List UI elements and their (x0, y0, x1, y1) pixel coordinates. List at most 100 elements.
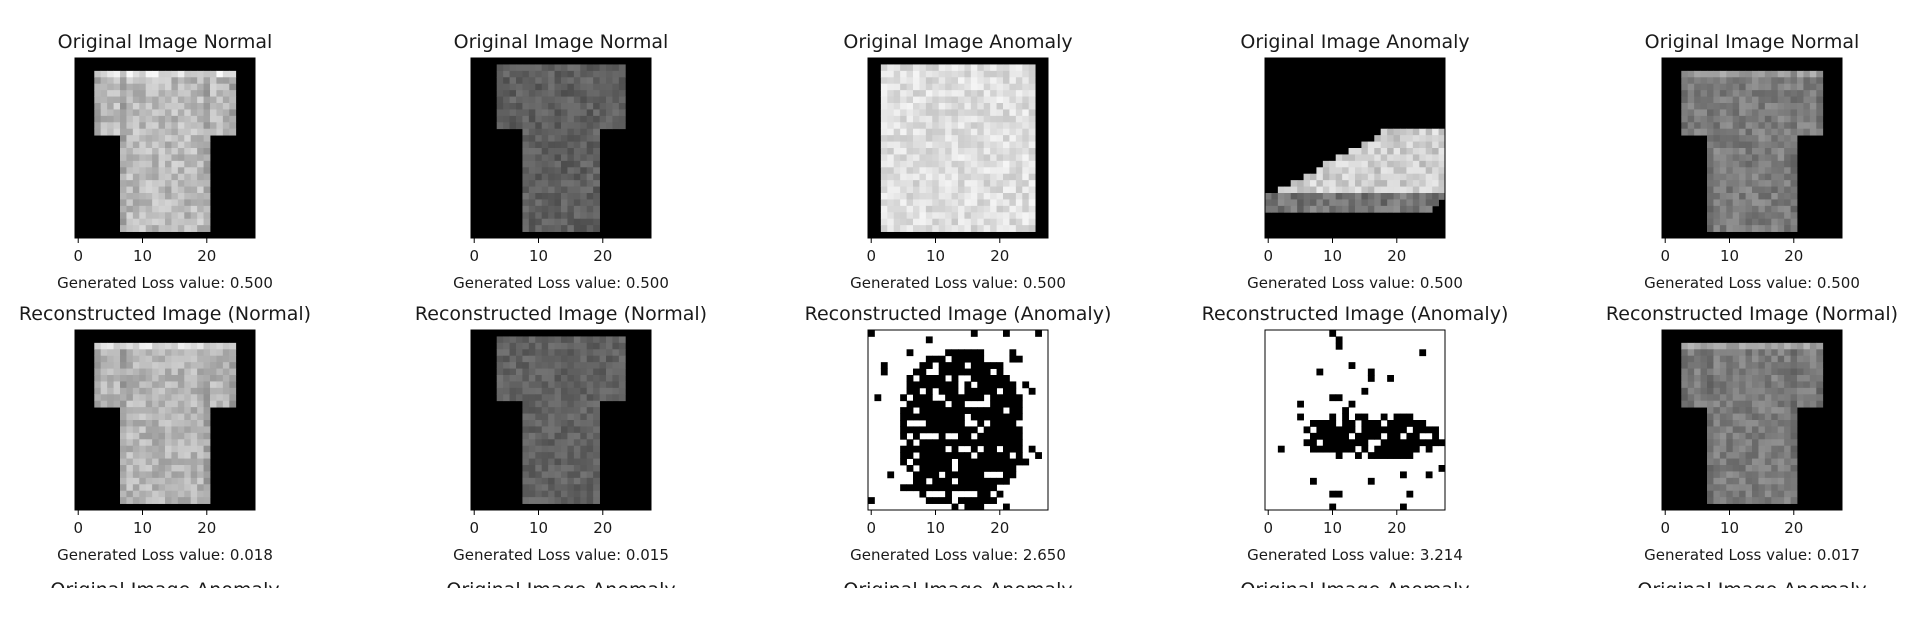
pixel-cell (1752, 77, 1759, 85)
pixel-cell (158, 103, 166, 110)
pixel-cell (567, 109, 575, 117)
subplot-title: Original Image Anomaly (843, 31, 1072, 53)
pixel-cell (548, 193, 555, 200)
pixel-cell (1726, 439, 1734, 447)
pixel-cell (210, 83, 217, 91)
pixel-cell (900, 225, 907, 232)
pixel-cell (925, 77, 933, 85)
pixel-cell (1028, 205, 1036, 213)
pixel-cell (554, 420, 562, 427)
pixel-cell (1777, 96, 1785, 104)
pixel-cell (925, 452, 933, 459)
pixel-cell (958, 193, 965, 200)
pixel-cell (1412, 141, 1420, 149)
pixel-cell (1713, 387, 1721, 395)
pixel-cell (1015, 141, 1023, 149)
pixel-cell (925, 141, 933, 149)
pixel-cell (535, 90, 543, 97)
pixel-cell (951, 90, 959, 97)
pixel-cell (1784, 458, 1791, 466)
pixel-cell (1784, 387, 1791, 395)
pixel-cell (184, 205, 192, 213)
pixel-cell (932, 212, 940, 220)
pixel-cell (1752, 407, 1759, 414)
pixel-cell (1707, 458, 1714, 466)
pixel-cell (1790, 362, 1798, 369)
pixel-cell (983, 426, 991, 434)
pixel-cell (1009, 394, 1017, 402)
pixel-cell (900, 413, 907, 421)
pixel-cell (964, 387, 972, 395)
pixel-cell (165, 160, 172, 168)
pixel-cell (1707, 160, 1714, 168)
pixel-cell (1003, 439, 1010, 447)
subplot-title: Reconstructed Image (Normal) (415, 303, 707, 325)
x-tick-label: 20 (197, 519, 216, 537)
pixel-cell (612, 109, 620, 117)
pixel-cell (951, 484, 959, 492)
pixel-cell (145, 497, 153, 504)
pixel-cell (951, 167, 959, 175)
pixel-cell (970, 160, 978, 168)
pixel-cell (177, 362, 185, 369)
pixel-cell (618, 115, 626, 123)
pixel-cell (919, 154, 927, 162)
pixel-cell (1393, 186, 1401, 194)
pixel-cell (528, 413, 536, 421)
pixel-cell (938, 103, 946, 110)
pixel-cell (126, 381, 134, 389)
pixel-cell (120, 199, 127, 207)
pixel-cell (900, 70, 907, 78)
pixel-cell (1003, 400, 1010, 408)
pixel-cell (1348, 160, 1356, 168)
pixel-cell (1764, 128, 1772, 136)
pixel-cell (120, 122, 127, 130)
pixel-cell (548, 426, 555, 434)
pixel-cell (165, 148, 172, 155)
pixel-cell (1726, 342, 1734, 350)
pixel-cell (1809, 394, 1817, 402)
pixel-cell (1777, 173, 1785, 181)
pixel-cell (945, 148, 952, 155)
pixel-cell (567, 167, 575, 175)
pixel-cell (1003, 394, 1010, 402)
pixel-cell (1809, 368, 1817, 376)
pixel-cell (1758, 375, 1766, 382)
pixel-cell (554, 465, 562, 472)
pixel-cell (113, 115, 121, 123)
pixel-cell (913, 109, 920, 117)
pixel-cell (528, 90, 536, 97)
pixel-cell (938, 497, 946, 504)
pixel-cell (171, 375, 179, 382)
pixel-cell (964, 205, 972, 213)
pixel-cell (1419, 180, 1427, 187)
pixel-cell (970, 212, 978, 220)
pixel-cell (1713, 452, 1721, 459)
pixel-cell (1752, 122, 1759, 130)
pixel-cell (1003, 330, 1010, 337)
pixel-cell (893, 218, 901, 226)
pixel-cell (958, 173, 965, 181)
pixel-cell (925, 96, 933, 104)
pixel-cell (1797, 368, 1804, 376)
pixel-cell (1713, 135, 1721, 142)
pixel-cell (548, 96, 555, 104)
pixel-cell (938, 432, 946, 440)
pixel-cell (145, 387, 153, 395)
pixel-cell (132, 375, 140, 382)
pixel-cell (171, 471, 179, 479)
pixel-cell (1752, 141, 1759, 149)
pixel-cell (1719, 186, 1727, 194)
pixel-cell (197, 154, 204, 162)
pixel-cell (216, 400, 224, 408)
pixel-cell (887, 160, 895, 168)
pixel-cell (996, 122, 1004, 130)
pixel-cell (990, 394, 997, 402)
pixel-cell (925, 135, 933, 142)
pixel-cell (1015, 394, 1023, 402)
pixel-cell (906, 452, 914, 459)
pixel-cell (945, 394, 952, 402)
pixel-cell (932, 445, 940, 453)
pixel-cell (925, 394, 933, 402)
pixel-cell (938, 128, 946, 136)
